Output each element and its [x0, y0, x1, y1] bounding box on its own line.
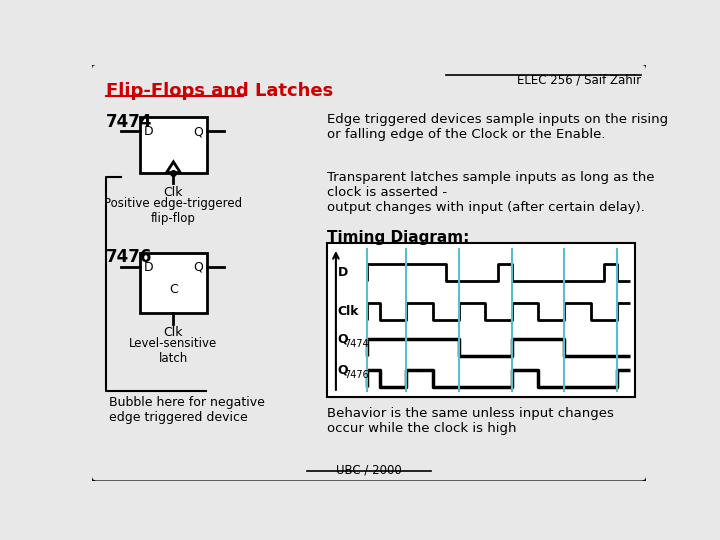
Text: Timing Diagram:: Timing Diagram:: [327, 231, 469, 245]
Bar: [140, 117, 207, 173]
Text: C: C: [169, 283, 178, 296]
Text: Positive edge-triggered
flip-flop: Positive edge-triggered flip-flop: [104, 197, 243, 225]
Text: Q: Q: [338, 363, 348, 377]
Text: D: D: [143, 125, 153, 138]
Bar: [140, 253, 207, 313]
Text: UBC / 2000: UBC / 2000: [336, 464, 402, 477]
Bar: [327, 244, 634, 397]
Text: 7476: 7476: [344, 370, 369, 380]
Text: Q: Q: [194, 261, 204, 274]
Text: 7474: 7474: [344, 339, 369, 349]
Text: Behavior is the same unless input changes
occur while the clock is high: Behavior is the same unless input change…: [327, 408, 613, 435]
Text: Q: Q: [338, 333, 348, 346]
Text: ELEC 256 / Saif Zahir: ELEC 256 / Saif Zahir: [517, 73, 641, 86]
FancyBboxPatch shape: [90, 63, 648, 482]
Text: Clk: Clk: [338, 305, 359, 318]
Text: Bubble here for negative
edge triggered device: Bubble here for negative edge triggered …: [109, 396, 265, 424]
Text: Level-sensitive
latch: Level-sensitive latch: [130, 336, 217, 365]
Text: Clk: Clk: [163, 326, 183, 339]
Text: Flip-Flops and Latches: Flip-Flops and Latches: [106, 82, 333, 100]
Text: Q: Q: [194, 125, 204, 138]
Text: D: D: [338, 266, 348, 279]
Text: Transparent latches sample inputs as long as the
clock is asserted -
output chan: Transparent latches sample inputs as lon…: [327, 171, 654, 214]
Text: 7476: 7476: [106, 248, 152, 266]
Text: 7474: 7474: [106, 112, 152, 131]
Text: Edge triggered devices sample inputs on the rising
or falling edge of the Clock : Edge triggered devices sample inputs on …: [327, 112, 667, 140]
Text: Clk: Clk: [163, 186, 183, 199]
Text: D: D: [143, 261, 153, 274]
